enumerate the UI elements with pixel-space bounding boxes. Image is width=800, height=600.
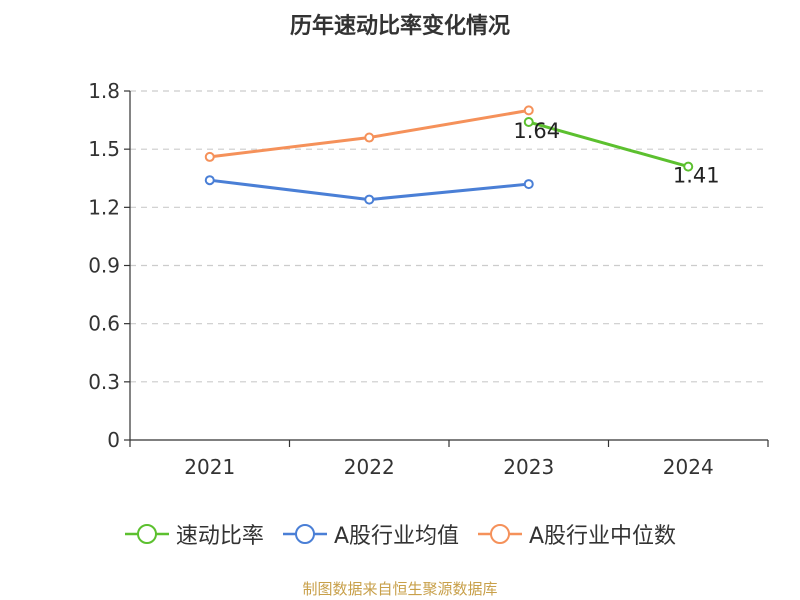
data-point	[204, 175, 215, 186]
grid-lines	[130, 90, 768, 383]
data-point	[523, 179, 534, 190]
legend-item[interactable]: 速动比率	[124, 518, 264, 550]
data-point	[523, 117, 534, 128]
data-point	[204, 151, 215, 162]
data-point	[683, 161, 694, 172]
data-labels: 1.64 1.41	[513, 119, 719, 188]
legend: 速动比率 A股行业均值 A股行业中位数	[0, 518, 800, 550]
series-line	[528, 120, 689, 169]
legend-item[interactable]: A股行业中位数	[477, 518, 676, 550]
y-tick-label: 1.2	[88, 195, 120, 219]
chart-title: 历年速动比率变化情况	[289, 14, 510, 39]
source-note: 制图数据来自恒生聚源数据库	[302, 580, 498, 598]
legend-label: A股行业均值	[333, 524, 459, 549]
x-tick-label: 2023	[503, 455, 554, 479]
y-tick-label: 0.3	[88, 370, 120, 394]
y-tick-label: 1.8	[88, 79, 120, 103]
data-label: 1.41	[673, 164, 720, 188]
axes: 0 0.3 0.6 0.9 1.2 1.5 1.8 2021 2022 2023 2024	[88, 79, 769, 479]
legend-circle	[136, 524, 157, 544]
legend-marker-icon	[282, 524, 327, 544]
legend-marker-icon	[478, 524, 522, 544]
legend-label: 速动比率	[175, 524, 264, 549]
legend-label: A股行业中位数	[529, 524, 677, 549]
x-tick-label: 2024	[663, 455, 714, 479]
legend-item[interactable]: A股行业均值	[282, 518, 459, 550]
y-tick-label: 0.9	[88, 254, 120, 278]
series-lines	[204, 105, 694, 205]
legend-circle	[490, 524, 510, 544]
x-tick-label: 2022	[344, 455, 395, 479]
y-tick-label: 0	[107, 428, 120, 452]
data-point	[364, 132, 375, 143]
y-tick-label: 1.5	[88, 137, 120, 161]
data-label: 1.64	[513, 119, 560, 143]
legend-marker-icon	[124, 524, 169, 544]
data-point	[523, 105, 534, 116]
data-point	[364, 194, 375, 205]
x-tick-label: 2021	[184, 455, 235, 479]
legend-circle	[294, 524, 315, 544]
y-tick-label: 0.6	[88, 312, 120, 336]
